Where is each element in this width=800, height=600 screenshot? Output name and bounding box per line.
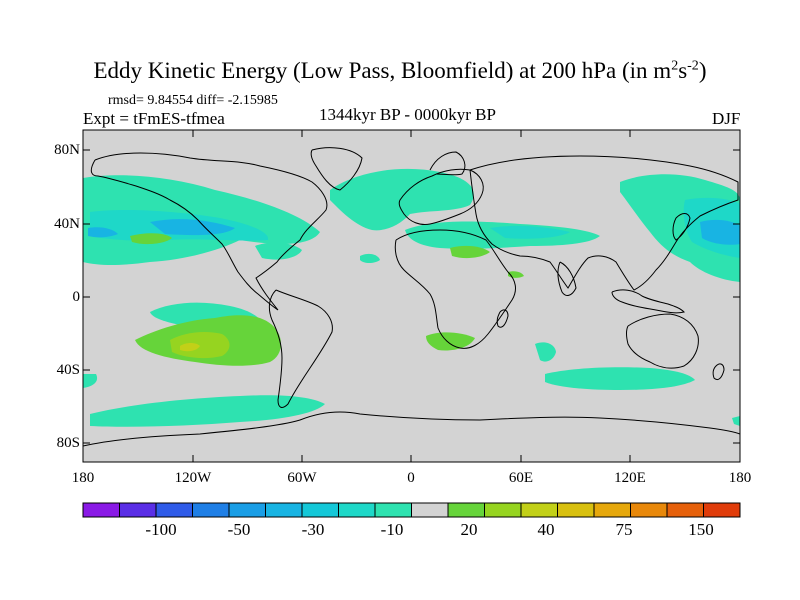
anomaly-japan-east-strong	[700, 219, 740, 245]
anomaly-west-atlantic-small	[360, 253, 380, 263]
anomaly-south-pacific-positive-strong	[180, 343, 200, 352]
anomaly-north-pacific-strong	[150, 219, 235, 236]
colorbar	[82, 502, 741, 518]
anomaly-field	[83, 168, 740, 427]
coastline-indonesia	[611, 289, 685, 314]
coastline-south-america	[268, 289, 333, 408]
colorbar-box	[374, 502, 412, 518]
lon-label-120e: 120E	[614, 470, 646, 486]
coastline-india	[557, 261, 577, 296]
lon-label-60w: 60W	[287, 470, 317, 486]
plot-title: Eddy Kinetic Energy (Low Pass, Bloomfiel…	[93, 58, 707, 83]
colorbar-label-75: 75	[615, 520, 633, 539]
lon-label-180w: 180	[71, 470, 95, 486]
colorbar-box	[265, 502, 303, 518]
lon-label-180e: 180	[728, 470, 752, 486]
lat-label-40n: 40N	[54, 216, 80, 232]
anomaly-south-indian-neg	[535, 342, 556, 362]
colorbar-box	[155, 502, 193, 518]
colorbar-label-20: 20	[460, 520, 478, 539]
lon-label-120w: 120W	[174, 470, 212, 486]
anomaly-atlantic-patch	[255, 242, 302, 260]
colorbar-box	[557, 502, 595, 518]
colorbar-box	[338, 502, 376, 518]
coastline-antarctica	[83, 411, 740, 447]
colorbar-label-minus10: -10	[380, 520, 404, 539]
anomaly-north-pacific-positive	[130, 233, 172, 245]
season-label: DJF	[712, 109, 741, 128]
lat-label-equator: 0	[72, 289, 81, 305]
lon-label-0: 0	[407, 470, 415, 486]
lat-label-40s: 40S	[56, 362, 80, 378]
coastline-scandinavia	[429, 151, 466, 176]
coastline-asia	[469, 155, 739, 291]
coastline-north-america	[90, 152, 328, 311]
anomaly-middle-east-core	[490, 225, 570, 239]
coastline-europe	[398, 168, 484, 225]
coastline-madagascar	[496, 309, 509, 328]
coastline-new-zealand	[712, 363, 725, 381]
coastline-australia	[626, 313, 699, 369]
colorbar-label-minus100: -100	[145, 520, 177, 539]
anomaly-south-africa-positive	[426, 332, 475, 351]
lat-label-80n: 80N	[54, 142, 80, 158]
anomaly-far-west-south	[83, 374, 98, 388]
coastlines	[83, 147, 740, 447]
colorbar-box	[593, 502, 631, 518]
colorbar-box	[703, 502, 741, 518]
axis-ticks	[83, 130, 740, 462]
colorbar-box	[301, 502, 339, 518]
rmsd-diff-stats: rmsd= 9.84554 diff= -2.15985	[108, 93, 278, 108]
colorbar-box	[228, 502, 266, 518]
anomaly-south-indian-band	[545, 367, 695, 390]
colorbar-box	[666, 502, 704, 518]
colorbar-box	[520, 502, 558, 518]
colorbar-box	[630, 502, 668, 518]
coastline-greenland	[310, 147, 363, 191]
colorbar-box	[192, 502, 230, 518]
period-label: 1344kyr BP - 0000kyr BP	[319, 105, 496, 124]
lon-label-60e: 60E	[508, 470, 534, 486]
anomaly-south-america-band	[90, 395, 325, 427]
colorbar-box	[411, 502, 449, 518]
colorbar-box	[484, 502, 522, 518]
colorbar-label-minus50: -50	[227, 520, 251, 539]
anomaly-far-east-south	[732, 416, 740, 426]
colorbar-box	[119, 502, 157, 518]
coastline-africa	[394, 229, 516, 349]
colorbar-box	[82, 502, 120, 518]
anomaly-north-atlantic-europe	[330, 168, 474, 231]
colorbar-box	[447, 502, 485, 518]
anomaly-arabia-positive	[450, 245, 490, 259]
experiment-label: Expt = tFmES-tfmea	[83, 109, 225, 128]
lat-label-80s: 80S	[56, 435, 80, 451]
coastline-japan	[672, 213, 691, 241]
colorbar-label-150: 150	[688, 520, 714, 539]
colorbar-label-minus30: -30	[301, 520, 325, 539]
anomaly-north-pacific-strong-2	[88, 227, 118, 238]
anomaly-south-pacific-positive-mid	[170, 332, 230, 359]
colorbar-label-40: 40	[537, 520, 555, 539]
